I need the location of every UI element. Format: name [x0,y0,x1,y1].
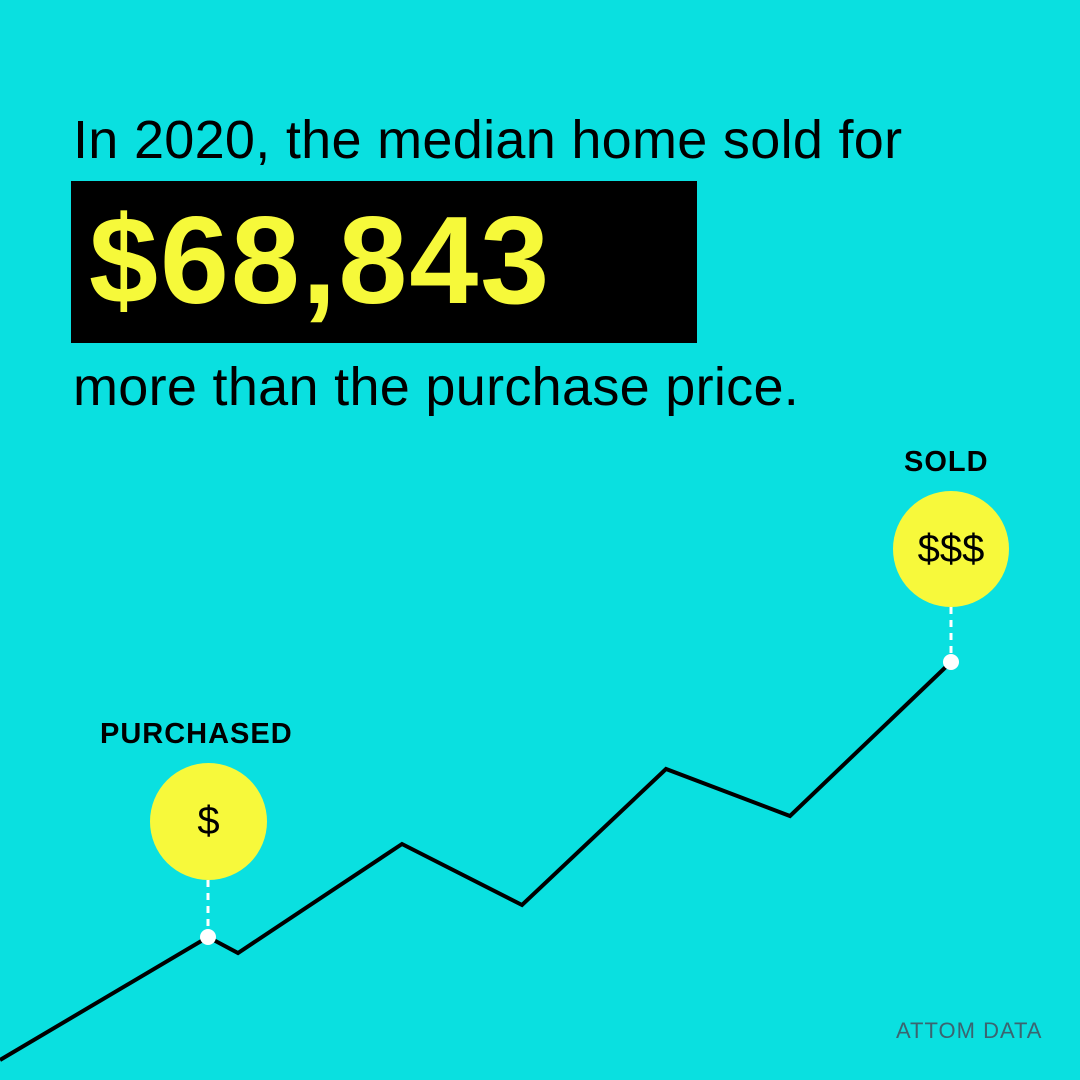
sold-coin: $$$ [893,491,1009,607]
amount-value: $68,843 [89,192,552,330]
purchased-coin: $ [150,763,267,880]
sold-point [943,654,959,670]
dollar-icon: $ [197,799,220,843]
purchased-label: PURCHASED [100,718,293,750]
headline-line-2: more than the purchase price. [73,357,800,417]
purchased-point [200,929,216,945]
triple-dollar-icon: $$$ [917,526,985,571]
sold-label: SOLD [904,446,989,478]
headline-line-1: In 2020, the median home sold for [73,110,903,170]
brand-logo: ATTOM DATA [896,1018,1043,1043]
amount-highlight-box: $68,843 [71,181,697,343]
